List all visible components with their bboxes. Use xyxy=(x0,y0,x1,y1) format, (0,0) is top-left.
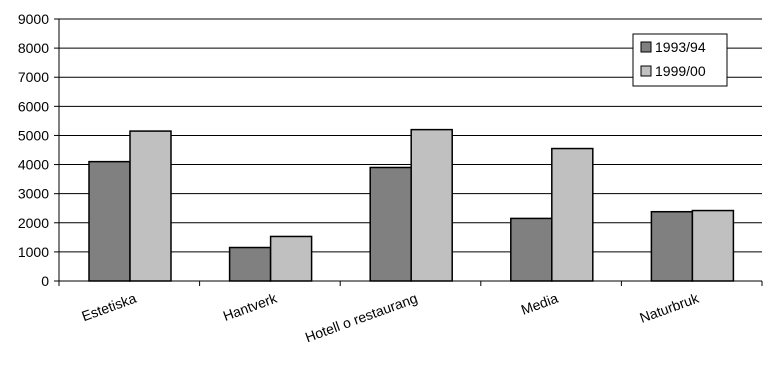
bar-199394-1 xyxy=(228,246,272,282)
legend-swatch xyxy=(640,65,652,77)
y-tick-label: 3000 xyxy=(18,186,49,202)
y-tick-label: 1000 xyxy=(18,244,49,260)
y-axis-ticks: 0 1000 2000 3000 4000 5000 6000 7000 8000 9000 xyxy=(18,11,59,289)
category-labels: Estetiska Hantverk Hotell o restaurang Medi… xyxy=(79,289,701,345)
y-tick-label: 2000 xyxy=(18,215,49,231)
bar-199394-2 xyxy=(369,166,412,282)
x-category-label: Naturbruk xyxy=(637,289,701,325)
bar-199900-3 xyxy=(551,147,594,282)
y-tick-label: 6000 xyxy=(18,98,49,114)
y-tick-label: 5000 xyxy=(18,127,49,143)
axes xyxy=(58,19,763,286)
y-tick-label: 9000 xyxy=(18,11,49,27)
bar-199900-4 xyxy=(691,209,735,282)
legend-swatch xyxy=(640,41,652,53)
bar-199394-3 xyxy=(510,217,553,282)
bar-199394-0 xyxy=(88,160,131,282)
bar-199900-1 xyxy=(269,235,313,282)
x-category-label: Hantverk xyxy=(221,289,280,324)
y-tick-label: 7000 xyxy=(18,69,49,85)
x-category-label: Hotell o restaurang xyxy=(303,290,420,345)
bars xyxy=(88,128,735,282)
y-tick-label: 4000 xyxy=(18,157,49,173)
bar-199394-4 xyxy=(650,210,694,282)
bar-199900-2 xyxy=(410,128,453,282)
y-tick-label: 0 xyxy=(41,273,49,289)
bar-199900-0 xyxy=(129,130,172,282)
y-tick-label: 8000 xyxy=(18,40,49,56)
legend: 1993/94 1999/00 xyxy=(632,33,728,87)
x-category-label: Media xyxy=(519,290,561,318)
legend-label: 1999/00 xyxy=(655,63,706,79)
x-category-label: Estetiska xyxy=(79,290,138,325)
legend-label: 1993/94 xyxy=(655,39,706,55)
